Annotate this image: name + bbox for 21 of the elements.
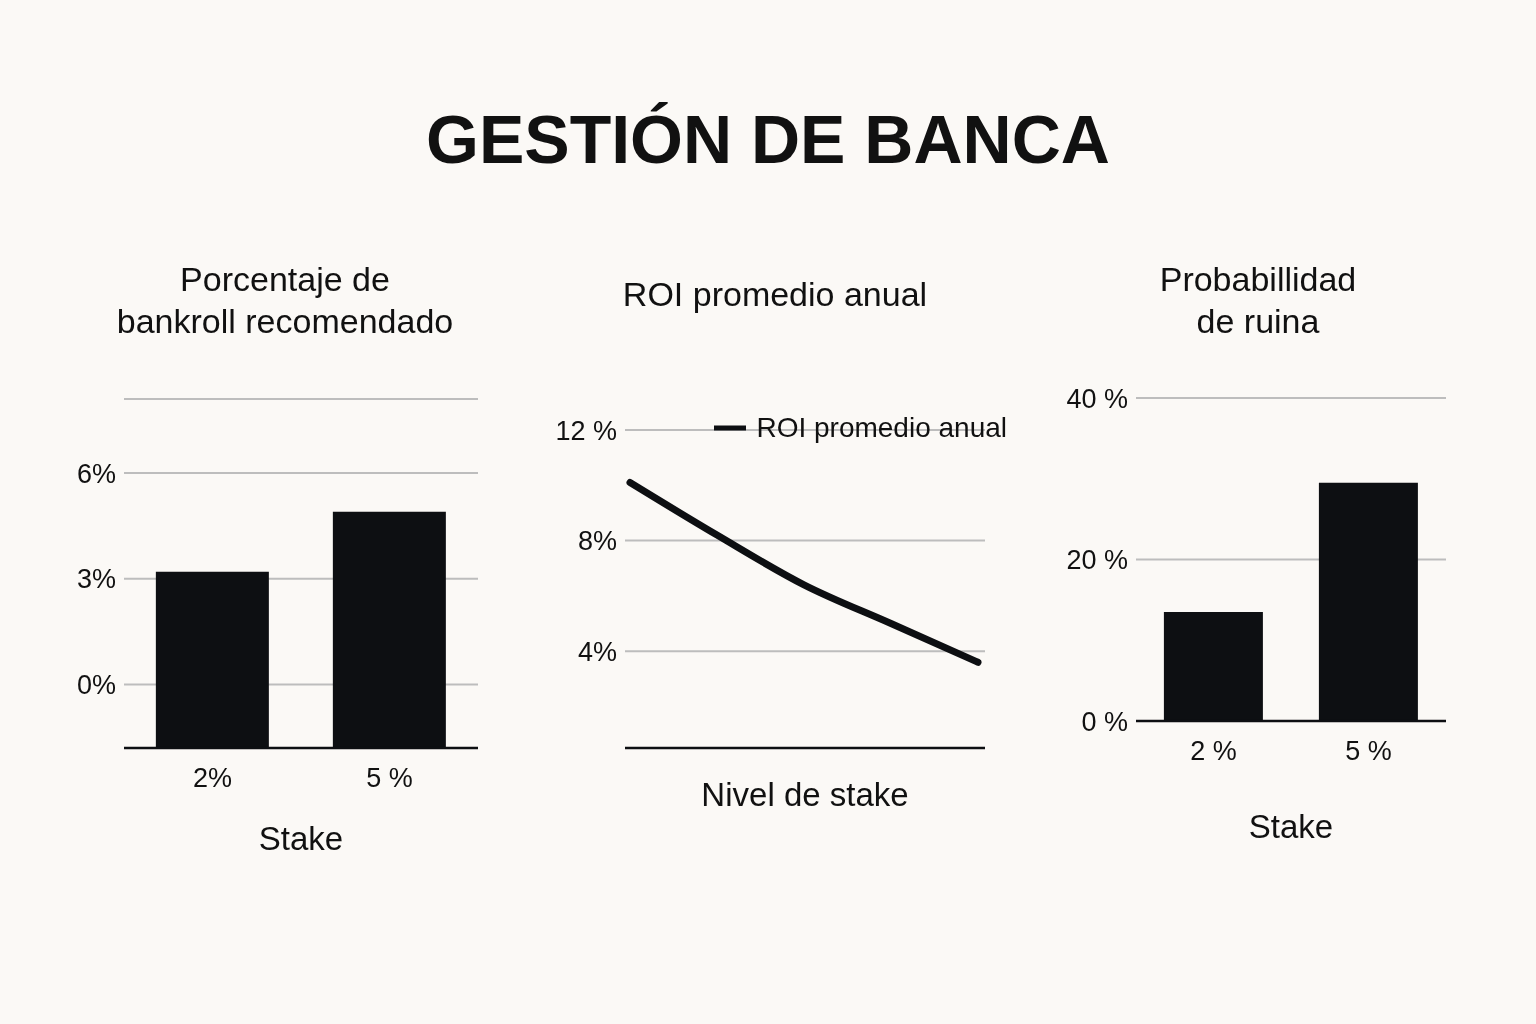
y-tick-label: 8%: [577, 526, 617, 557]
y-tick-label: 40 %: [1066, 383, 1128, 414]
y-tick-label: 3%: [76, 564, 116, 595]
chart-title: Porcentaje de bankroll recomendado: [115, 259, 455, 342]
chart-title: Probabillidad de ruina: [1158, 259, 1358, 342]
legend-label: ROI promedio anual: [756, 412, 1007, 444]
y-tick-label: 0%: [76, 670, 116, 701]
y-tick-label: 20 %: [1066, 545, 1128, 576]
x-tick-label: 2 %: [1190, 736, 1237, 767]
y-tick-label: 12 %: [555, 415, 617, 446]
x-axis-title: Stake: [1247, 808, 1335, 846]
y-tick-label: 4%: [577, 636, 617, 667]
x-tick-label: 5 %: [1345, 736, 1392, 767]
x-tick-label: 5 %: [366, 763, 413, 794]
x-axis-title: Stake: [257, 820, 345, 858]
y-tick-label: 0 %: [1081, 706, 1128, 737]
y-tick-label: 6%: [76, 458, 116, 489]
chart-title: ROI promedio anual: [621, 274, 929, 315]
x-tick-label: 2%: [192, 763, 233, 794]
text: GESTIÓN DE BANCA: [425, 100, 1111, 178]
x-axis-title: Nivel de stake: [700, 776, 910, 814]
